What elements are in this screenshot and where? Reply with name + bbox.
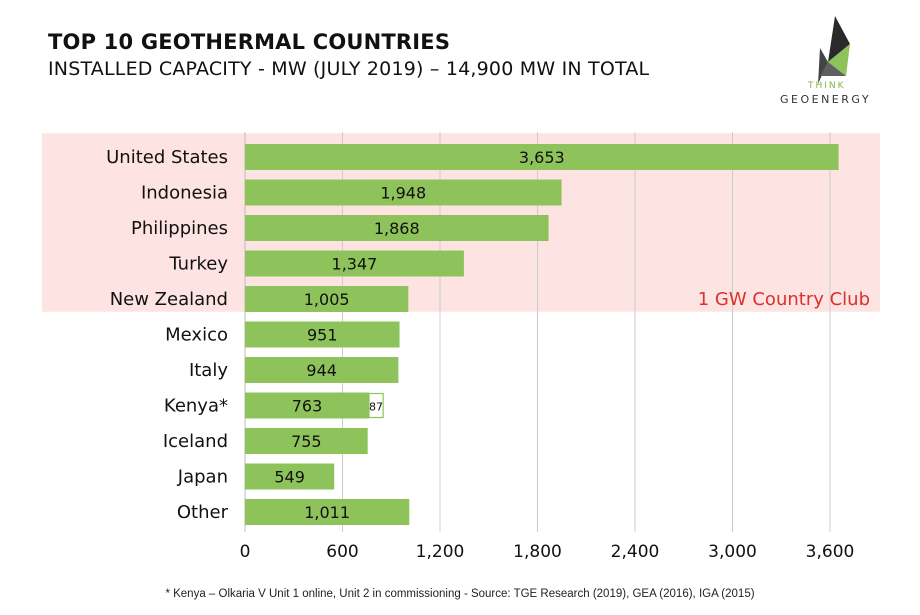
category-label: United States <box>106 147 228 168</box>
triangle-logo-icon <box>818 16 850 84</box>
category-label: Indonesia <box>141 183 228 204</box>
logo-text-geoenergy: GEOENERGY <box>780 93 872 106</box>
x-tick-label: 3,000 <box>708 542 757 562</box>
data-label: 3,653 <box>519 148 565 167</box>
category-label: Iceland <box>163 431 228 452</box>
bar-extra-segment <box>368 392 384 419</box>
category-label: Japan <box>177 467 228 488</box>
data-label: 1,011 <box>304 503 350 522</box>
data-label: 763 <box>292 397 323 416</box>
data-label: 944 <box>306 361 337 380</box>
bar <box>245 321 400 348</box>
bar <box>245 215 549 241</box>
data-label: 1,868 <box>374 219 420 238</box>
data-label-extra: 87 <box>369 401 383 414</box>
x-tick-label: 3,600 <box>806 542 855 562</box>
bar <box>245 428 368 454</box>
bar <box>245 144 839 170</box>
bar <box>245 286 409 312</box>
category-label: Other <box>177 502 229 523</box>
footnote: * Kenya – Olkaria V Unit 1 online, Unit … <box>165 588 755 600</box>
bar <box>245 463 335 490</box>
bar-chart: United States 3,653 Indonesia 1,948 Philippi… <box>42 132 880 562</box>
data-label: 951 <box>307 326 338 345</box>
x-tick-label: 1,200 <box>416 542 465 562</box>
x-tick-label: 2,400 <box>611 542 660 562</box>
data-label: 549 <box>274 468 305 487</box>
x-tick-label: 1,800 <box>513 542 562 562</box>
category-label: Philippines <box>131 218 228 239</box>
category-label: New Zealand <box>110 289 228 310</box>
data-label: 1,347 <box>332 255 378 274</box>
category-label: Italy <box>189 360 228 381</box>
category-label: Kenya* <box>164 396 228 417</box>
highlight-label: 1 GW Country Club <box>698 289 870 310</box>
data-label: 755 <box>291 432 322 451</box>
category-label: Mexico <box>165 325 228 346</box>
chart-title: TOP 10 GEOTHERMAL COUNTRIES <box>48 30 451 54</box>
category-label: Turkey <box>168 254 228 275</box>
bar <box>245 357 399 383</box>
logo-text-think: THINK <box>808 81 846 91</box>
bar <box>245 499 410 525</box>
x-tick-label: 600 <box>326 542 358 562</box>
x-tick-label: 0 <box>240 542 251 562</box>
bar <box>245 179 562 206</box>
bar <box>245 250 464 277</box>
chart-subtitle: INSTALLED CAPACITY - MW (JULY 2019) – 14… <box>48 58 650 80</box>
bar <box>245 392 369 419</box>
data-label: 1,005 <box>304 290 350 309</box>
data-label: 1,948 <box>380 184 426 203</box>
